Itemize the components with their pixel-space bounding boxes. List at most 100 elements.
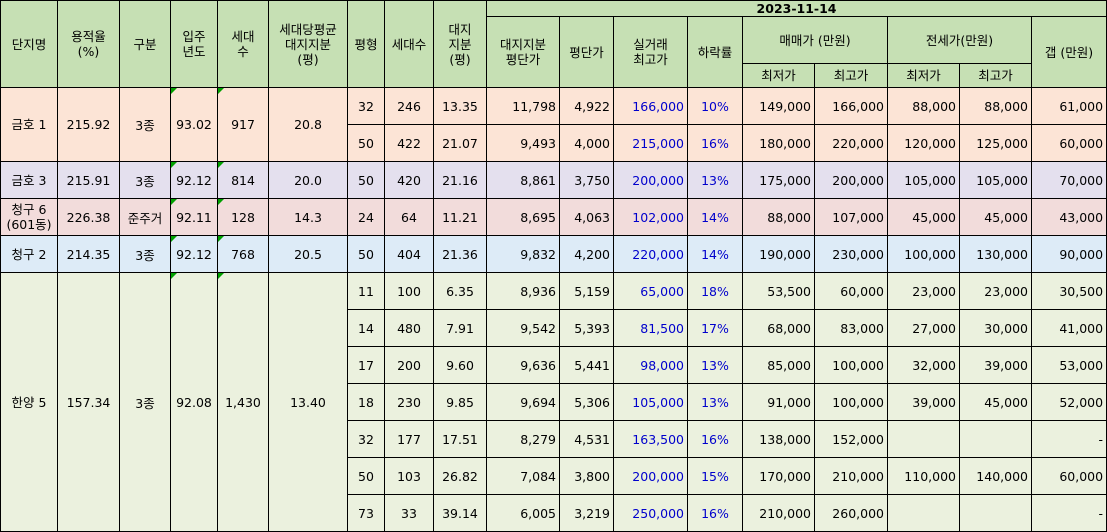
- header-sale-min: 최저가: [742, 63, 815, 88]
- cell-land-price: 8,279: [486, 420, 560, 458]
- cell-land: 17.51: [433, 420, 487, 458]
- cell-pyeong: 73: [347, 494, 385, 532]
- table-row: 50 422 21.07 9,493 4,000 215,000 16% 180,000 220…: [1, 124, 1107, 162]
- cell-price-per-pyeong: 3,219: [559, 494, 614, 532]
- cell-gap: 60,000: [1030, 457, 1107, 495]
- cell-jeonse-max: 88,000: [959, 87, 1032, 125]
- complex-far: 157.34: [57, 272, 120, 532]
- complex-zone: 3종: [119, 272, 171, 532]
- cell-jeonse-max: 105,000: [959, 161, 1032, 199]
- cell-sale-max: 230,000: [814, 235, 888, 273]
- cell-count: 64: [384, 198, 434, 236]
- header-sale: 매매가 (만원): [742, 16, 888, 64]
- cell-jeonse-max: 45,000: [959, 383, 1032, 421]
- complex-units: 917: [217, 87, 269, 162]
- cell-drop: 13%: [687, 161, 743, 199]
- complex-zone: 준주거: [119, 198, 171, 236]
- cell-max-trade: 102,000: [613, 198, 688, 236]
- cell-jeonse-max: [959, 420, 1032, 458]
- cell-count: 246: [384, 87, 434, 125]
- cell-sale-max: 100,000: [814, 383, 888, 421]
- cell-count: 422: [384, 124, 434, 162]
- header-zone: 구분: [119, 0, 171, 88]
- cell-sale-min: 210,000: [742, 494, 815, 532]
- cell-land: 26.82: [433, 457, 487, 495]
- cell-land-price: 9,832: [486, 235, 560, 273]
- cell-land-price: 11,798: [486, 87, 560, 125]
- table-row: 50 103 26.82 7,084 3,800 200,000 15% 170,000 210…: [1, 457, 1107, 495]
- cell-jeonse-max: 30,000: [959, 309, 1032, 347]
- header-year: 입주 년도: [170, 0, 218, 88]
- cell-drop: 14%: [687, 235, 743, 273]
- header-jeonse-min: 최저가: [887, 63, 960, 88]
- header-far: 용적율 (%): [57, 0, 120, 88]
- cell-count: 33: [384, 494, 434, 532]
- cell-price-per-pyeong: 5,441: [559, 346, 614, 384]
- cell-sale-min: 170,000: [742, 457, 815, 495]
- cell-jeonse-min: 39,000: [887, 383, 960, 421]
- complex-zone: 3종: [119, 87, 171, 162]
- cell-jeonse-max: [959, 494, 1032, 532]
- cell-jeonse-max: 39,000: [959, 346, 1032, 384]
- cell-jeonse-max: 125,000: [959, 124, 1032, 162]
- cell-jeonse-min: 120,000: [887, 124, 960, 162]
- header-gap: 갭 (만원): [1030, 16, 1107, 88]
- cell-drop: 13%: [687, 383, 743, 421]
- cell-drop: 14%: [687, 198, 743, 236]
- cell-jeonse-min: 32,000: [887, 346, 960, 384]
- cell-pyeong: 50: [347, 457, 385, 495]
- cell-gap: 70,000: [1030, 161, 1107, 199]
- cell-land: 6.35: [433, 272, 487, 310]
- cell-jeonse-max: 45,000: [959, 198, 1032, 236]
- header-jeonse-max: 최고가: [959, 63, 1032, 88]
- header-max-trade: 실거래 최고가: [613, 16, 688, 88]
- cell-gap: 53,000: [1030, 346, 1107, 384]
- cell-jeonse-min: 100,000: [887, 235, 960, 273]
- complex-year: 93.02: [170, 87, 218, 162]
- cell-drop: 16%: [687, 420, 743, 458]
- table-row: 17 200 9.60 9,636 5,441 98,000 13% 85,000 100,00…: [1, 346, 1107, 384]
- cell-max-trade: 220,000: [613, 235, 688, 273]
- cell-price-per-pyeong: 5,159: [559, 272, 614, 310]
- cell-jeonse-max: 140,000: [959, 457, 1032, 495]
- table-row: 한양 5 157.34 3종 92.08 1,430 13.40 11 100 6.35 8,93…: [0, 272, 1107, 532]
- cell-sale-min: 91,000: [742, 383, 815, 421]
- cell-sale-max: 210,000: [814, 457, 888, 495]
- cell-jeonse-min: [887, 420, 960, 458]
- complex-far: 215.92: [57, 87, 120, 162]
- cell-count: 230: [384, 383, 434, 421]
- cell-sale-max: 107,000: [814, 198, 888, 236]
- cell-price-per-pyeong: 3,750: [559, 161, 614, 199]
- complex-year: 92.11: [170, 198, 218, 236]
- complex-units: 768: [217, 235, 269, 273]
- cell-drop: 16%: [687, 494, 743, 532]
- cell-pyeong: 50: [347, 161, 385, 199]
- table-row: 금호 3 215.91 3종 92.12 814 20.0 50 420 21.16 8,861 3…: [0, 161, 1107, 199]
- cell-sale-max: 220,000: [814, 124, 888, 162]
- cell-sale-max: 166,000: [814, 87, 888, 125]
- cell-price-per-pyeong: 4,063: [559, 198, 614, 236]
- cell-land: 13.35: [433, 87, 487, 125]
- cell-land: 21.07: [433, 124, 487, 162]
- table-row: 14 480 7.91 9,542 5,393 81,500 17% 68,000 83,000…: [1, 309, 1107, 347]
- cell-drop: 15%: [687, 457, 743, 495]
- header-count: 세대수: [384, 0, 434, 88]
- complex-far: 226.38: [57, 198, 120, 236]
- cell-land-price: 9,493: [486, 124, 560, 162]
- header-pyeong: 평형: [347, 0, 385, 88]
- cell-gap: 60,000: [1030, 124, 1107, 162]
- cell-count: 177: [384, 420, 434, 458]
- cell-jeonse-min: 88,000: [887, 87, 960, 125]
- cell-sale-min: 190,000: [742, 235, 815, 273]
- cell-land: 11.21: [433, 198, 487, 236]
- cell-sale-min: 53,500: [742, 272, 815, 310]
- complex-name: 한양 5: [0, 272, 58, 532]
- cell-pyeong: 17: [347, 346, 385, 384]
- cell-sale-max: 100,000: [814, 346, 888, 384]
- table-body: 금호 1 215.92 3종 93.02 917 20.8 32 246 13.35 11,798…: [0, 87, 1107, 532]
- cell-price-per-pyeong: 3,800: [559, 457, 614, 495]
- cell-sale-min: 85,000: [742, 346, 815, 384]
- table-row: 청구 6 (601동) 226.38 준주거 92.11 128 14.3 24 64 11.21…: [0, 198, 1107, 236]
- cell-pyeong: 50: [347, 235, 385, 273]
